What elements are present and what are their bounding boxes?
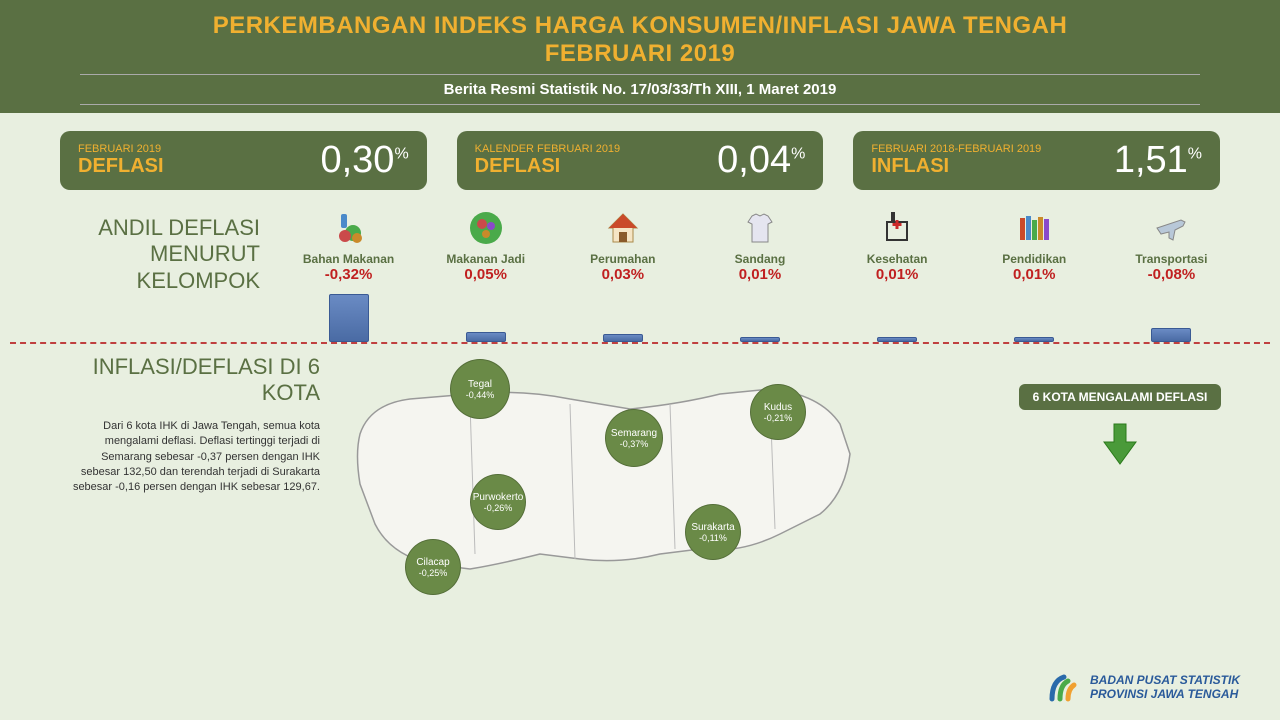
header: PERKEMBANGAN INDEKS HARGA KONSUMEN/INFLA… xyxy=(0,0,1280,113)
bps-logo-icon xyxy=(1046,669,1082,705)
city-bubble: Tegal-0,44% xyxy=(450,359,510,419)
stat-period: KALENDER FEBRUARI 2019 xyxy=(475,143,621,155)
andil-value: 0,05% xyxy=(464,266,507,283)
city-name: Semarang xyxy=(611,428,657,439)
stat-box-calendar: KALENDER FEBRUARI 2019 DEFLASI 0,04% xyxy=(457,131,824,190)
city-bubble: Purwokerto-0,26% xyxy=(470,474,526,530)
city-bubble: Kudus-0,21% xyxy=(750,384,806,440)
stat-value: 0,04 xyxy=(717,139,791,181)
stat-pct: % xyxy=(394,145,408,162)
andil-name: Transportasi xyxy=(1135,252,1207,266)
bottom-title: INFLASI/DEFLASI DI 6 KOTA xyxy=(60,354,320,407)
down-arrow-icon xyxy=(1100,422,1140,467)
andil-value: 0,01% xyxy=(739,266,782,283)
andil-icon-health xyxy=(877,205,917,250)
stat-type: DEFLASI xyxy=(78,155,164,178)
stat-box-yoy: FEBRUARI 2018-FEBRUARI 2019 INFLASI 1,51… xyxy=(853,131,1220,190)
andil-bar xyxy=(1014,337,1054,342)
andil-item: Transportasi -0,08% xyxy=(1111,205,1231,342)
andil-items: Bahan Makanan -0,32% Makanan Jadi 0,05% … xyxy=(280,205,1240,342)
andil-bar xyxy=(877,337,917,342)
andil-item: Makanan Jadi 0,05% xyxy=(426,205,546,342)
city-value: -0,37% xyxy=(620,439,649,449)
stats-row: FEBRUARI 2019 DEFLASI 0,30% KALENDER FEB… xyxy=(0,113,1280,190)
andil-item: Sandang 0,01% xyxy=(700,205,820,342)
stat-pct: % xyxy=(1188,145,1202,162)
andil-label: ANDIL DEFLASI MENURUT KELOMPOK xyxy=(60,205,280,342)
city-value: -0,26% xyxy=(484,503,513,513)
andil-name: Makanan Jadi xyxy=(446,252,525,266)
stat-type: DEFLASI xyxy=(475,155,621,178)
main-title-line1: PERKEMBANGAN INDEKS HARGA KONSUMEN/INFLA… xyxy=(40,12,1240,40)
city-bubble: Cilacap-0,25% xyxy=(405,539,461,595)
footer-line2: PROVINSI JAWA TENGAH xyxy=(1090,687,1240,701)
city-value: -0,44% xyxy=(466,390,495,400)
city-name: Cilacap xyxy=(416,557,449,568)
andil-item: Pendidikan 0,01% xyxy=(974,205,1094,342)
stat-period: FEBRUARI 2018-FEBRUARI 2019 xyxy=(871,143,1041,155)
city-name: Kudus xyxy=(764,402,792,413)
city-name: Purwokerto xyxy=(473,492,524,503)
andil-bar xyxy=(329,294,369,342)
andil-name: Perumahan xyxy=(590,252,655,266)
andil-value: 0,01% xyxy=(1013,266,1056,283)
map-wrap: Tegal-0,44% Semarang-0,37% Kudus-0,21% Purw… xyxy=(320,354,1000,614)
andil-item: Kesehatan 0,01% xyxy=(837,205,957,342)
city-value: -0,21% xyxy=(764,413,793,423)
subtitle: Berita Resmi Statistik No. 17/03/33/Th X… xyxy=(80,81,1200,98)
city-value: -0,11% xyxy=(699,533,727,543)
stat-value: 1,51 xyxy=(1114,139,1188,181)
andil-bar xyxy=(1151,328,1191,342)
footer-line1: BADAN PUSAT STATISTIK xyxy=(1090,673,1240,687)
andil-name: Pendidikan xyxy=(1002,252,1066,266)
stat-box-month: FEBRUARI 2019 DEFLASI 0,30% xyxy=(60,131,427,190)
stat-pct: % xyxy=(791,145,805,162)
andil-item: Bahan Makanan -0,32% xyxy=(289,205,409,342)
stat-type: INFLASI xyxy=(871,155,1041,178)
main-title-line2: FEBRUARI 2019 xyxy=(40,40,1240,68)
deflasi-banner: 6 KOTA MENGALAMI DEFLASI xyxy=(1019,384,1222,410)
andil-item: Perumahan 0,03% xyxy=(563,205,683,342)
footer-logo: BADAN PUSAT STATISTIK PROVINSI JAWA TENG… xyxy=(1046,669,1240,705)
andil-bar xyxy=(466,332,506,342)
andil-value: -0,32% xyxy=(325,266,373,283)
city-bubble: Semarang-0,37% xyxy=(605,409,663,467)
stat-period: FEBRUARI 2019 xyxy=(78,143,164,155)
andil-bar xyxy=(740,337,780,342)
andil-section: ANDIL DEFLASI MENURUT KELOMPOK Bahan Mak… xyxy=(0,190,1280,342)
andil-icon-shirt xyxy=(740,205,780,250)
bottom-section: INFLASI/DEFLASI DI 6 KOTA Dari 6 kota IH… xyxy=(0,344,1280,614)
city-name: Tegal xyxy=(468,379,492,390)
andil-value: -0,08% xyxy=(1148,266,1196,283)
andil-name: Sandang xyxy=(735,252,786,266)
andil-icon-books xyxy=(1014,205,1054,250)
andil-bar xyxy=(603,334,643,342)
andil-value: 0,01% xyxy=(876,266,919,283)
bottom-desc: Dari 6 kota IHK di Jawa Tengah, semua ko… xyxy=(60,419,320,496)
andil-name: Bahan Makanan xyxy=(303,252,394,266)
stat-value: 0,30 xyxy=(320,139,394,181)
andil-icon-house xyxy=(603,205,643,250)
andil-icon-food xyxy=(329,205,369,250)
andil-icon-plane xyxy=(1151,205,1191,250)
andil-icon-bowl xyxy=(466,205,506,250)
city-value: -0,25% xyxy=(419,568,448,578)
city-name: Surakarta xyxy=(691,522,734,533)
andil-value: 0,03% xyxy=(602,266,645,283)
andil-name: Kesehatan xyxy=(867,252,928,266)
city-bubble: Surakarta-0,11% xyxy=(685,504,741,560)
